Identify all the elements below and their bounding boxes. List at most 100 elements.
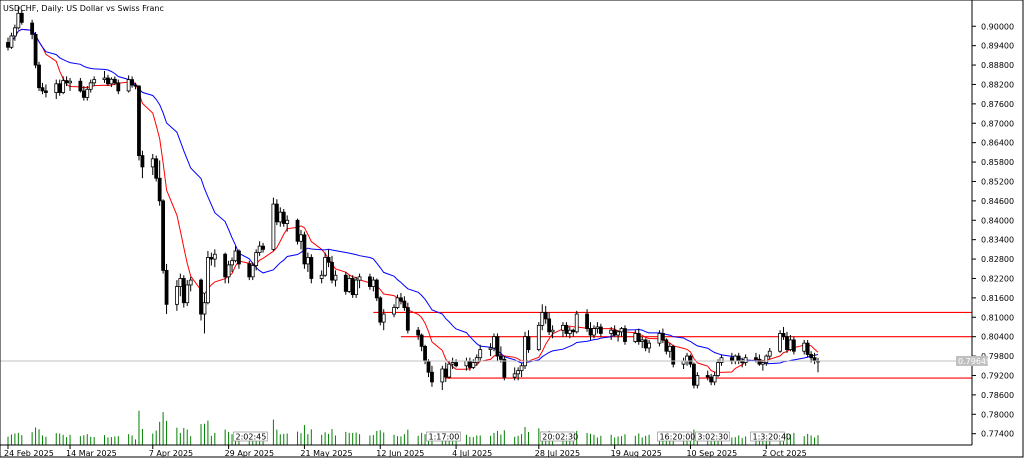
candle-body <box>764 355 769 363</box>
current-price-tag: 0.79649 <box>0 355 991 366</box>
event-label-box <box>695 431 730 442</box>
candle-body <box>230 260 234 266</box>
candle-body <box>785 336 789 351</box>
candle-body <box>112 78 117 84</box>
candle-body <box>161 200 166 271</box>
candle-body <box>281 211 286 224</box>
candle-body <box>61 80 66 93</box>
candle-body <box>202 302 207 315</box>
candle-body <box>302 234 307 265</box>
y-tick-label: 0.85200 <box>981 177 1014 186</box>
candle-body <box>40 87 45 92</box>
candle-body <box>102 77 107 81</box>
candle-body <box>133 84 138 87</box>
candle-body <box>343 274 348 292</box>
candle-body <box>12 27 17 37</box>
candle-body <box>271 203 276 250</box>
event-label-box <box>750 431 785 442</box>
candle-body <box>623 328 627 342</box>
candle-body <box>137 85 141 156</box>
candle-body <box>592 328 596 336</box>
candle-body <box>671 345 676 365</box>
x-tick-label: 24 Feb 2025 <box>4 449 54 458</box>
candle-body <box>106 77 110 85</box>
candle-body <box>519 365 524 372</box>
candle-body <box>326 257 331 263</box>
candle-body <box>450 362 455 365</box>
candle-body <box>574 313 579 333</box>
y-tick-label: 0.89400 <box>981 42 1014 51</box>
candle-body <box>419 334 424 347</box>
candle-body <box>178 278 183 287</box>
candle-body <box>423 345 427 362</box>
candle-body <box>802 342 807 352</box>
candle-body <box>319 274 324 279</box>
candle-body <box>643 339 648 349</box>
candle-body <box>9 35 14 48</box>
candle-body <box>237 250 241 265</box>
candle-body <box>809 354 814 359</box>
y-tick-label: 0.86400 <box>981 139 1014 148</box>
candle-body <box>705 375 710 378</box>
y-tick-label: 0.82200 <box>981 274 1014 283</box>
candle-body <box>471 362 476 368</box>
candle-body <box>305 257 310 265</box>
candle-body <box>447 363 452 378</box>
candle-body <box>33 33 38 66</box>
candle-body <box>309 257 314 279</box>
candle-body <box>181 278 186 304</box>
candle-body <box>788 339 793 351</box>
candle-body <box>495 336 500 357</box>
candle-body <box>540 312 545 326</box>
candle-body <box>254 252 259 266</box>
candle-body <box>78 80 83 92</box>
candle-body <box>567 329 572 334</box>
candle-body <box>478 349 483 359</box>
x-axis-ticks: 24 Feb 2025 14 Mar 2025 7 Apr 2025 29 Apr 2… <box>4 445 807 458</box>
candle-body <box>30 22 35 35</box>
candle-body <box>430 371 434 383</box>
candle-body <box>550 329 555 333</box>
candle-body <box>405 307 410 331</box>
event-label: 2:02:45 <box>235 433 266 442</box>
candle-body <box>805 342 810 355</box>
x-tick-label: 2 Oct 2025 <box>762 449 806 458</box>
candle-body <box>416 329 421 336</box>
candle-body <box>140 155 145 168</box>
candle-body <box>250 265 255 278</box>
y-tick-label: 0.84000 <box>981 216 1014 225</box>
candle-body <box>464 360 469 367</box>
candle-body <box>37 64 41 89</box>
current-price-tag-label: 0.79649 <box>958 357 991 366</box>
candle-body <box>402 300 407 308</box>
candle-body <box>760 362 765 365</box>
y-tick-label: 0.84600 <box>981 197 1014 206</box>
candle-body <box>633 333 638 342</box>
y-axis-ticks: 0.90000 0.89400 0.88800 0.88200 0.87600 0.870… <box>972 22 1014 439</box>
candle-body <box>516 370 521 375</box>
candle-body <box>502 358 507 378</box>
candle-body <box>185 284 190 304</box>
y-tick-label: 0.90000 <box>981 22 1014 31</box>
y-tick-label: 0.88800 <box>981 61 1014 70</box>
candle-body <box>392 307 396 315</box>
candle-body <box>126 79 131 92</box>
candle-body <box>212 253 217 260</box>
candle-body <box>295 219 300 242</box>
candle-body <box>357 276 362 281</box>
candle-body <box>685 355 689 362</box>
candle-body <box>467 360 472 368</box>
y-tick-label: 0.87000 <box>981 119 1014 128</box>
candle-body <box>164 269 169 305</box>
candle-body <box>688 355 693 365</box>
y-tick-label: 0.87600 <box>981 100 1014 109</box>
candle-body <box>609 329 614 334</box>
candle-body <box>247 263 252 278</box>
candle-body <box>226 264 231 278</box>
candle-body <box>757 358 762 365</box>
candle-body <box>767 350 772 357</box>
event-label-box <box>426 431 461 442</box>
candle-body <box>612 329 617 336</box>
